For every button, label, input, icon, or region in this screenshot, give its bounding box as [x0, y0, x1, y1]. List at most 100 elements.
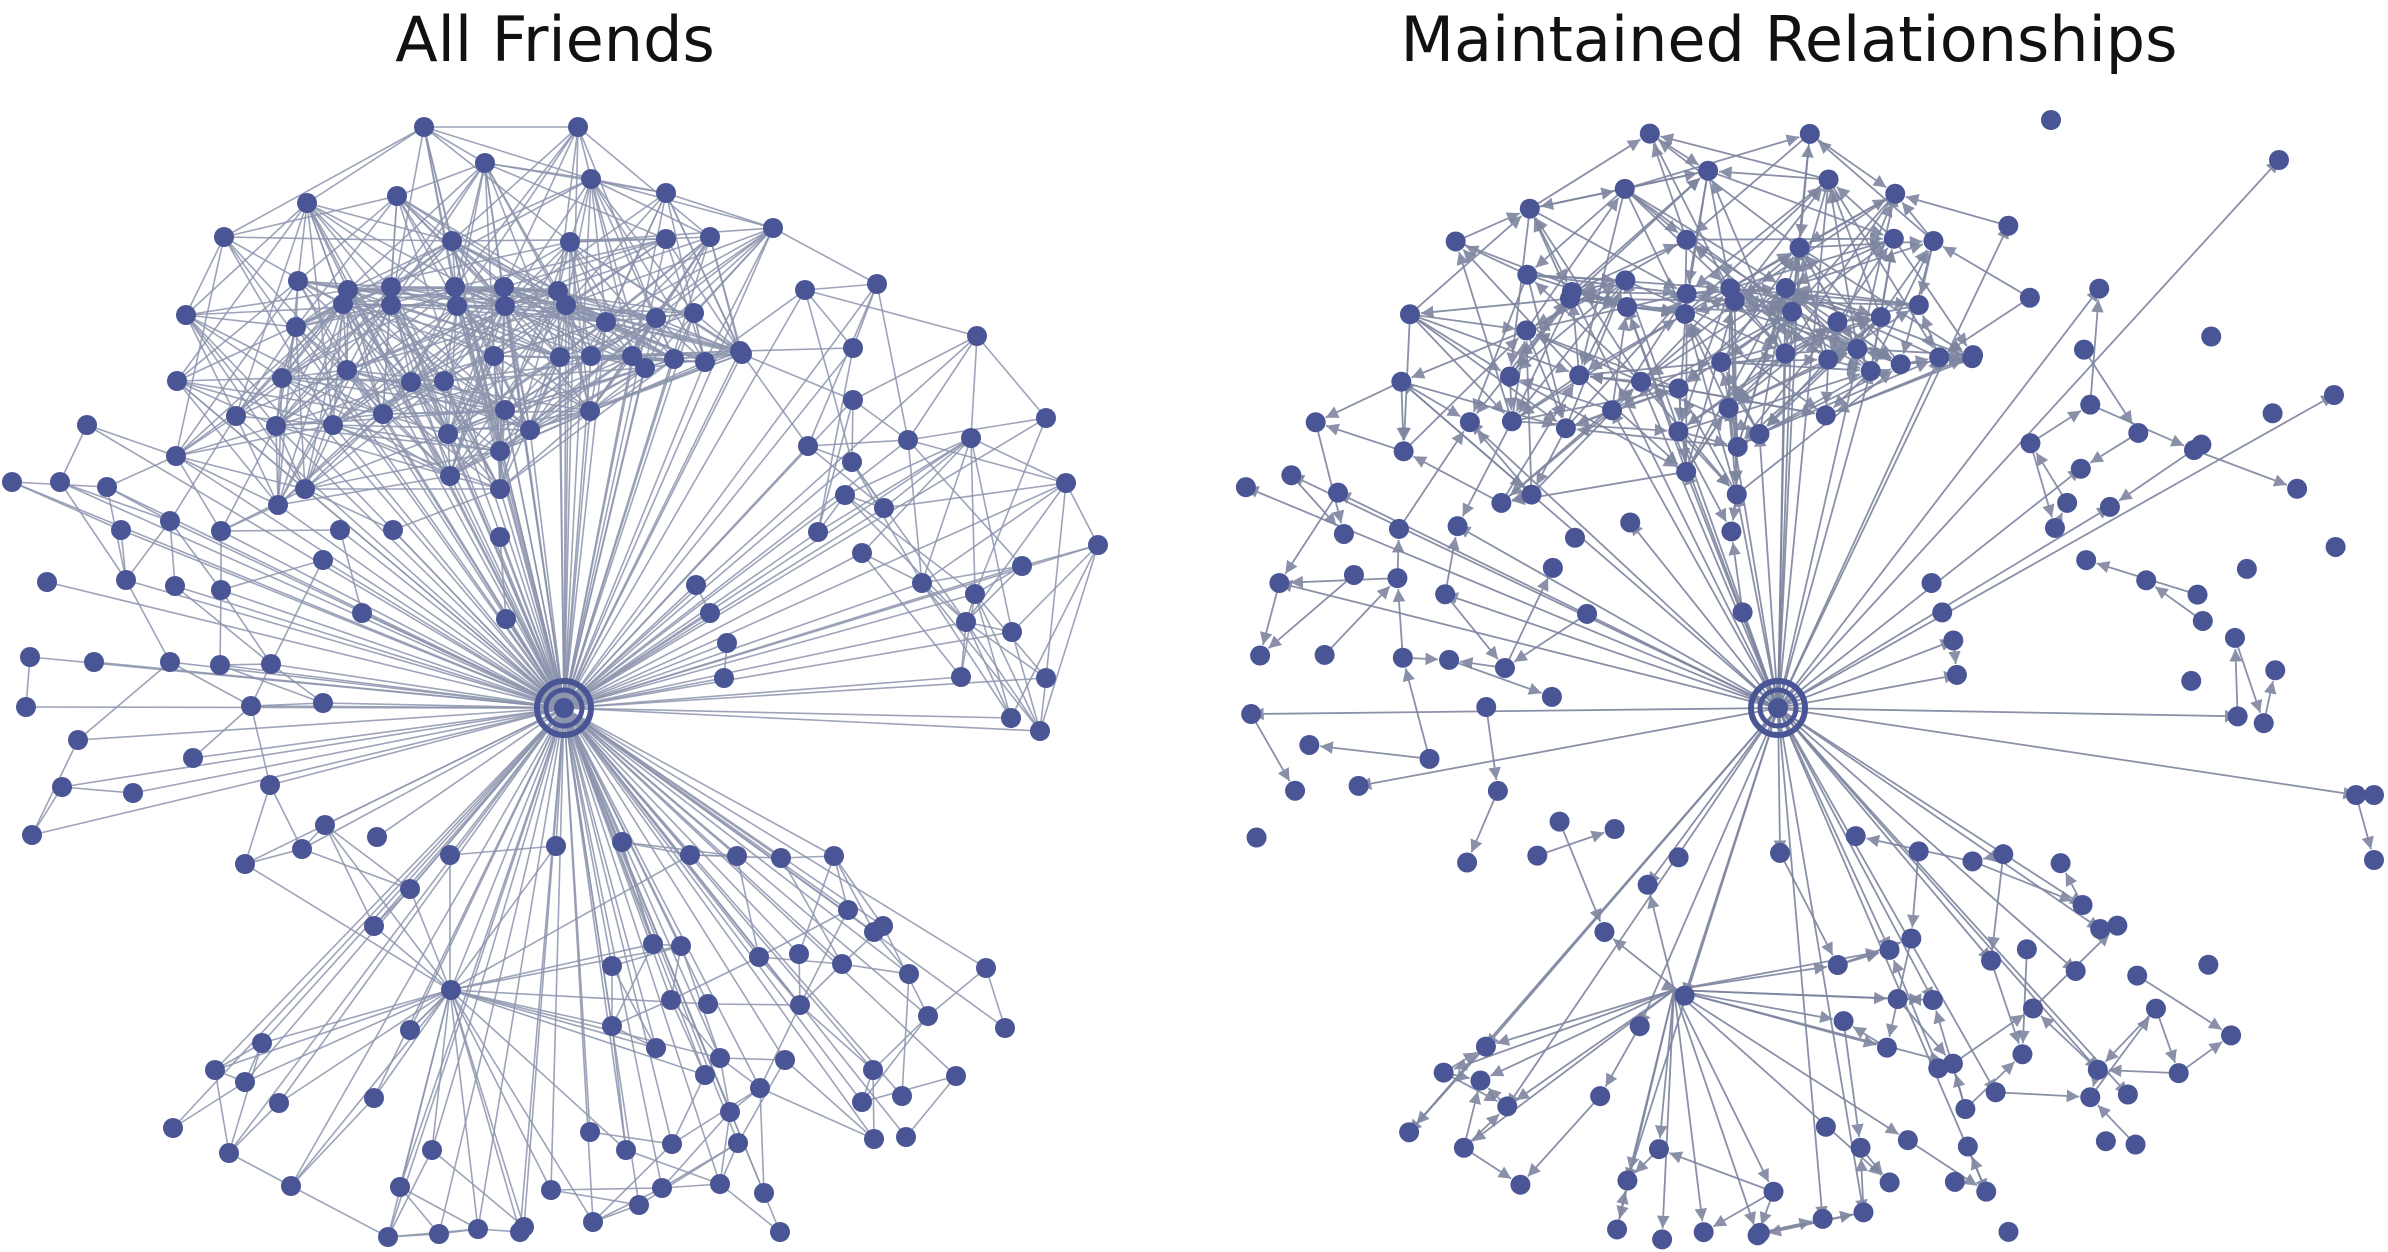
friend-edge [655, 227, 774, 319]
friend-node [266, 416, 286, 436]
friend-node [671, 936, 691, 956]
friend-node [2364, 785, 2384, 805]
friend-node [1815, 1116, 1836, 1137]
friend-edge [431, 989, 451, 1151]
maintained-edge [1485, 706, 1501, 781]
friend-edge [275, 381, 412, 427]
friend-node [789, 944, 809, 964]
friend-edge [736, 855, 760, 958]
friend-edge [106, 455, 177, 488]
friend-edge [347, 240, 453, 291]
spoke-edge [563, 707, 657, 1049]
friend-edge [235, 304, 392, 417]
maintained-edge [1462, 248, 1580, 376]
friend-node [951, 667, 971, 687]
maintained-edge [1856, 249, 1928, 350]
spoke-edge [563, 482, 1067, 709]
maintained-edge [1611, 317, 1630, 411]
maintained-edge [1784, 319, 1871, 355]
spoke-edge [192, 707, 565, 759]
friend-node [77, 415, 97, 435]
friend-node [2070, 458, 2091, 479]
friend-node [2192, 610, 2213, 631]
spoke-edge [563, 437, 972, 709]
spoke-edge [559, 356, 565, 709]
friend-edge [423, 126, 453, 242]
maintained-edge [1673, 948, 1879, 991]
friend-node [269, 1093, 289, 1113]
friend-node [652, 1178, 672, 1198]
maintained-edge [1896, 998, 1947, 1056]
friend-node [2181, 670, 2202, 691]
friend-node [281, 1176, 301, 1196]
friend-node [373, 404, 393, 424]
friend-edge [644, 227, 774, 369]
friend-edge [965, 621, 1047, 679]
spoke-edge [477, 707, 565, 1230]
friend-edge [324, 824, 451, 991]
friend-node [680, 845, 700, 865]
friend-node [496, 609, 516, 629]
friend-edge [275, 304, 392, 427]
friend-node [556, 295, 576, 315]
spoke-edge [563, 410, 591, 709]
friend-edge [449, 854, 691, 991]
friend-node [2073, 339, 2094, 360]
friend-node [1827, 955, 1848, 976]
friend-edge [449, 989, 479, 1230]
friend-edge [970, 437, 1067, 484]
maintained-edge [1987, 854, 2005, 950]
spoke-edge [563, 707, 875, 933]
maintained-edge [1835, 357, 1973, 413]
friend-edge [449, 989, 594, 1223]
friend-node [495, 296, 515, 316]
maintained-edge [1673, 989, 1833, 1024]
maintained-edge [1624, 188, 1784, 306]
friend-node [1897, 1130, 1918, 1151]
friend-node [1763, 1181, 1784, 1202]
friend-node [1056, 473, 1076, 493]
friend-node [2227, 706, 2248, 727]
friend-node [700, 227, 720, 247]
spoke-edge [529, 429, 565, 709]
spoke-edge [450, 707, 565, 991]
friend-edge [503, 286, 695, 314]
friend-node [235, 1072, 255, 1092]
friend-node [383, 520, 403, 540]
maintained-edge [1408, 707, 1779, 1133]
friend-edge [223, 236, 453, 242]
friend-edge [396, 162, 486, 197]
friend-edge [304, 380, 445, 490]
friend-edge [565, 304, 657, 319]
friend-node [1668, 847, 1689, 868]
friend-edge [921, 582, 1041, 732]
friend-edge [295, 326, 306, 490]
friend-node [852, 543, 872, 563]
friend-node [1749, 424, 1770, 445]
friend-node [1860, 360, 1881, 381]
friend-node [1668, 378, 1689, 399]
friend-edge [332, 424, 531, 431]
friend-node [2050, 853, 2071, 874]
maintained-edge [1647, 895, 1675, 991]
friend-node [710, 1048, 730, 1068]
all-friends-nodes [2, 117, 1108, 1247]
friend-edge [106, 486, 171, 522]
friend-edge [342, 286, 505, 305]
friend-node [1799, 123, 1820, 144]
friend-edge [592, 1187, 663, 1223]
maintained-edge [1827, 179, 1935, 349]
maintained-edge [1777, 394, 2335, 709]
friend-edge [275, 425, 501, 452]
friend-node [490, 527, 510, 547]
friend-node [2127, 965, 2148, 986]
friend-node [1348, 775, 1369, 796]
friend-node [2145, 998, 2166, 1019]
friend-edge [974, 417, 1047, 595]
friend-node [700, 603, 720, 623]
friend-edge [589, 355, 633, 412]
friend-edge [281, 303, 344, 379]
maintained-edge [1578, 374, 1679, 466]
friend-edge [907, 417, 1047, 441]
friend-edge [670, 956, 760, 1001]
